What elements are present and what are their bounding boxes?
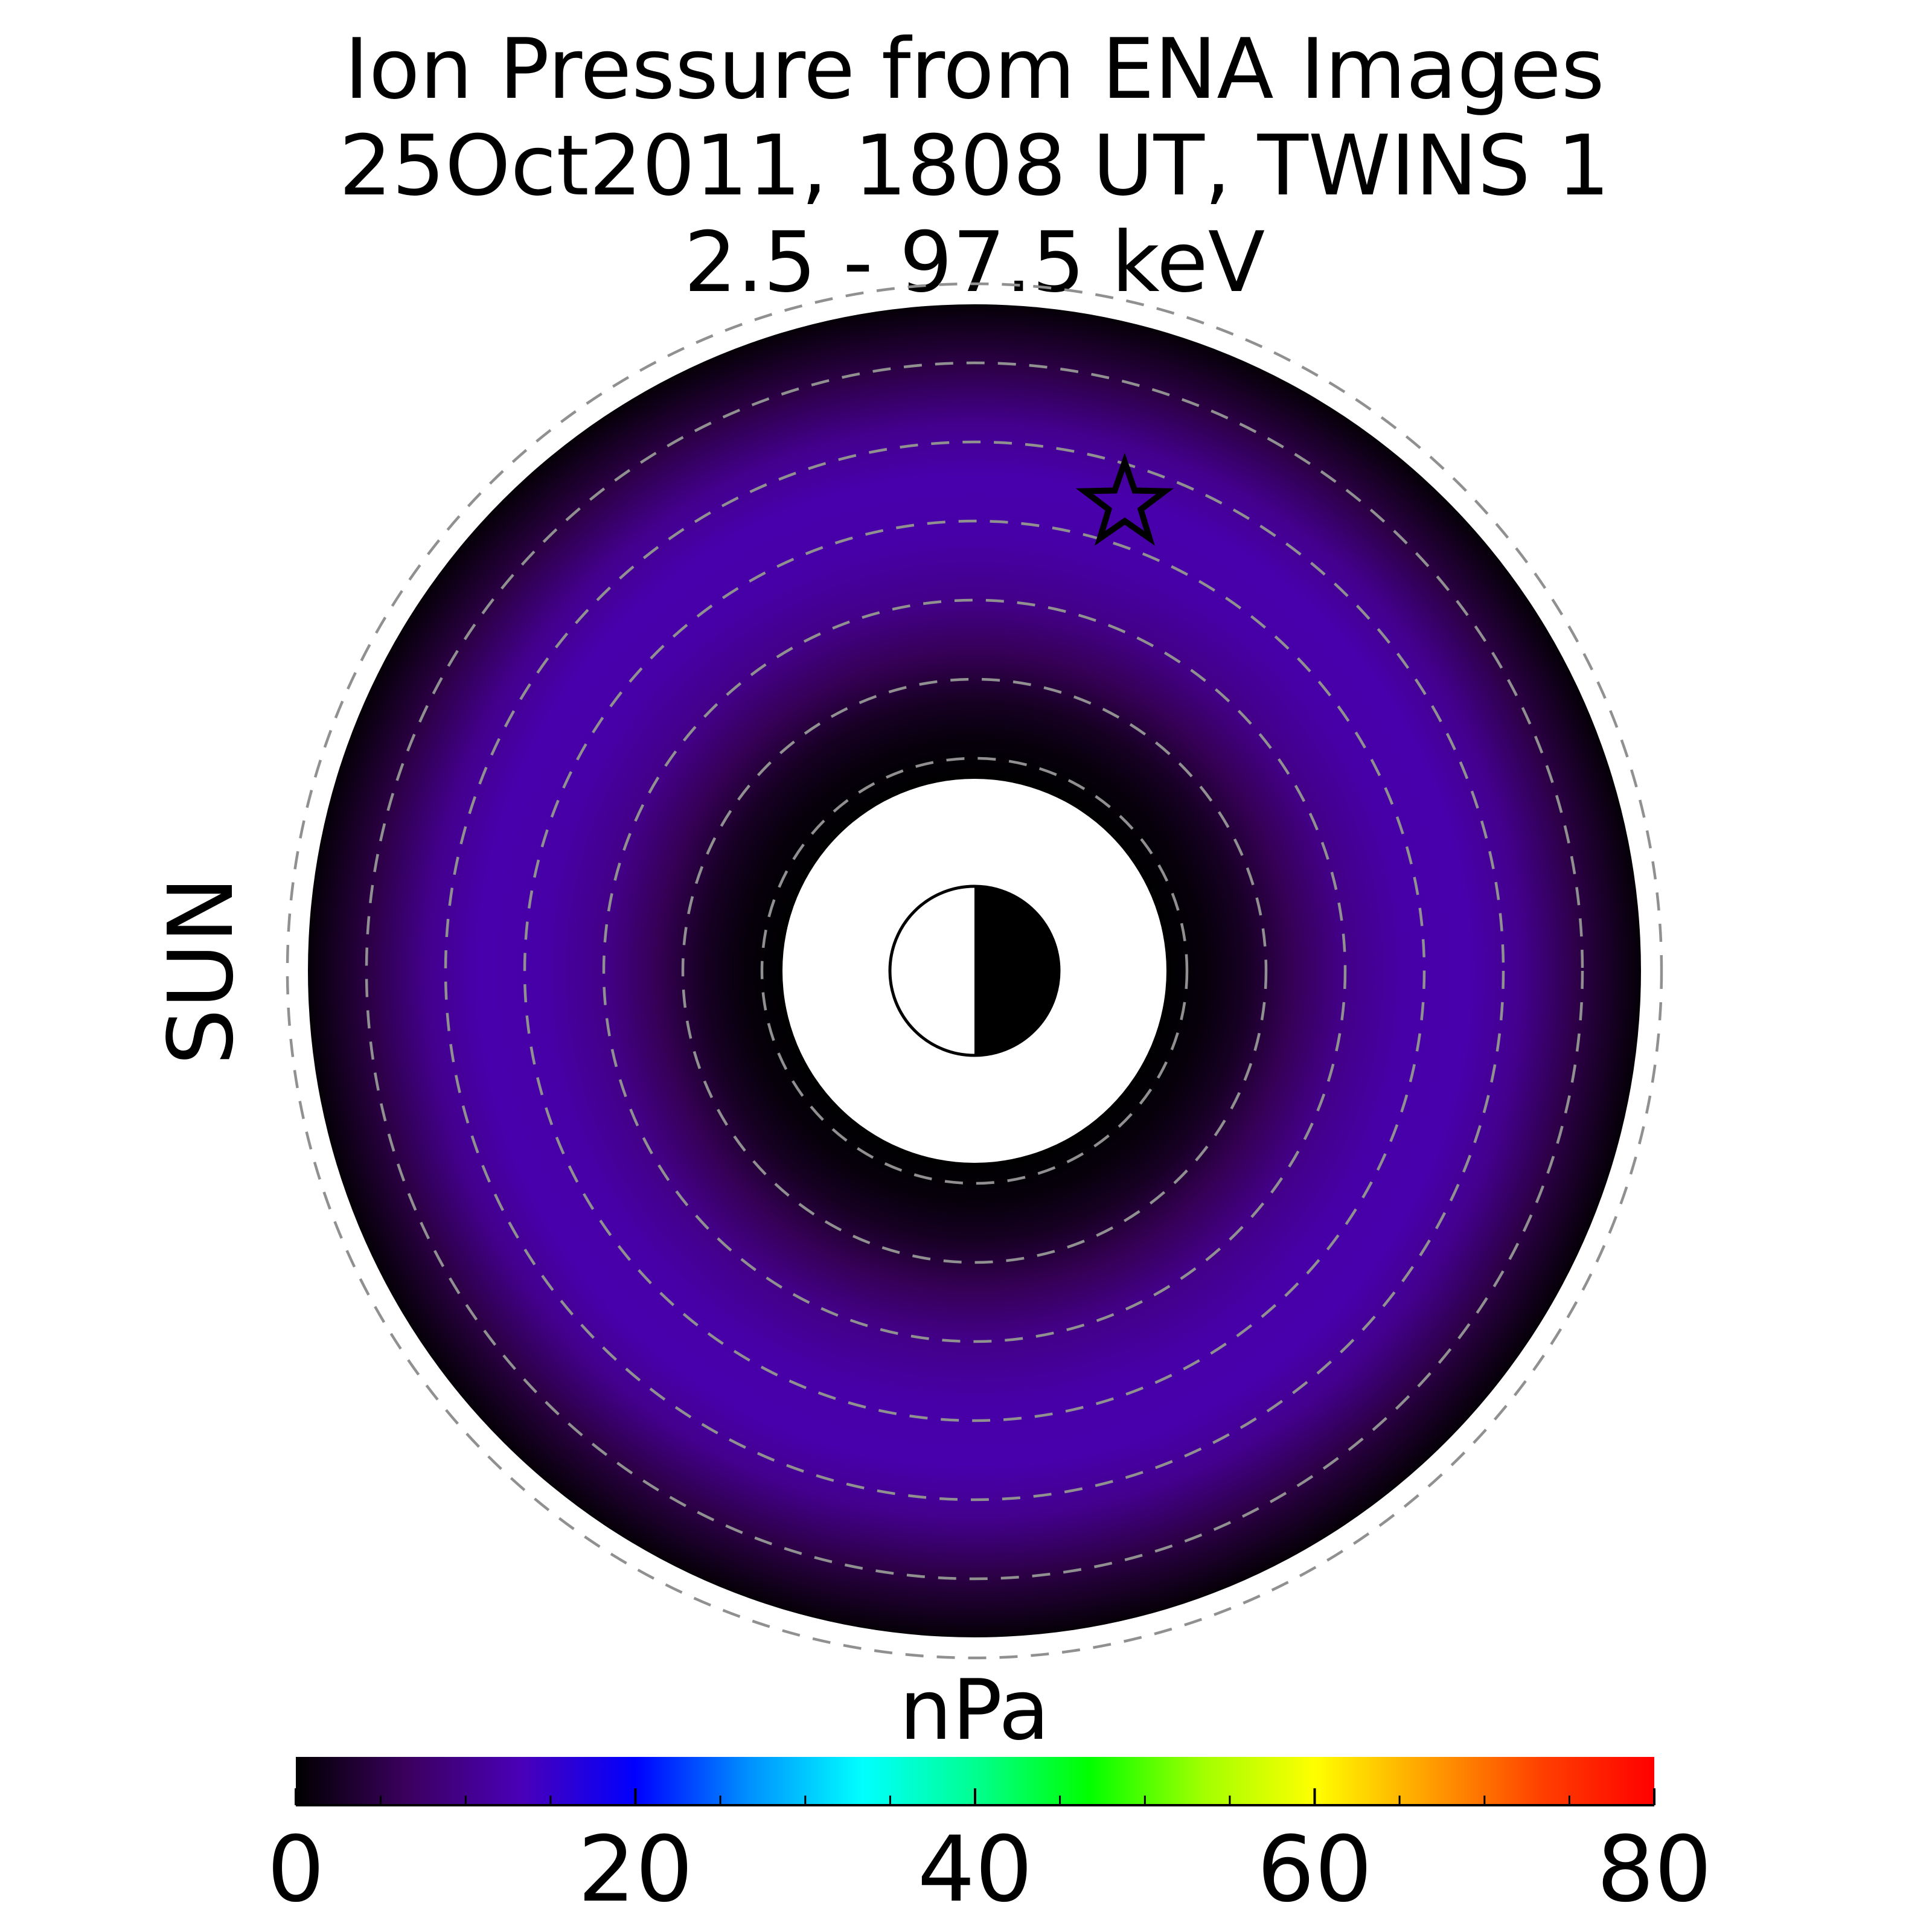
colorbar-ticks xyxy=(295,1788,1655,1806)
dashed-range-circle xyxy=(444,440,1505,1502)
chart-title-line-3: 2.5 - 97.5 keV xyxy=(684,214,1265,311)
dashed-circles xyxy=(286,282,1663,1660)
colorbar-tick-label: 60 xyxy=(1257,1817,1372,1922)
dashed-range-circle xyxy=(602,598,1347,1343)
colorbar-tick-label: 40 xyxy=(918,1817,1033,1922)
chart-title-line-2: 25Oct2011, 1808 UT, TWINS 1 xyxy=(339,117,1610,214)
colorbar-label: nPa xyxy=(899,1662,1049,1759)
sun-label: SUN xyxy=(149,877,253,1066)
earth-outline xyxy=(888,884,1061,1057)
dashed-range-circle xyxy=(681,677,1268,1264)
dashed-range-circle xyxy=(760,756,1189,1185)
dashed-range-circle xyxy=(286,282,1663,1660)
colorbar-tick-label: 0 xyxy=(267,1817,324,1922)
colorbar-tick-label: 80 xyxy=(1597,1817,1712,1922)
dashed-range-circle xyxy=(365,361,1584,1581)
colorbar-tick-labels: 0 20 40 60 80 xyxy=(267,1817,1712,1922)
chart-title-line-1: Ion Pressure from ENA Images xyxy=(344,21,1604,118)
earth-symbol xyxy=(888,884,1061,1057)
earth-day-side xyxy=(890,886,974,1055)
colorbar-tick-label: 20 xyxy=(578,1817,693,1922)
dashed-range-circle xyxy=(523,519,1426,1422)
spacecraft-star-marker xyxy=(1075,452,1174,546)
